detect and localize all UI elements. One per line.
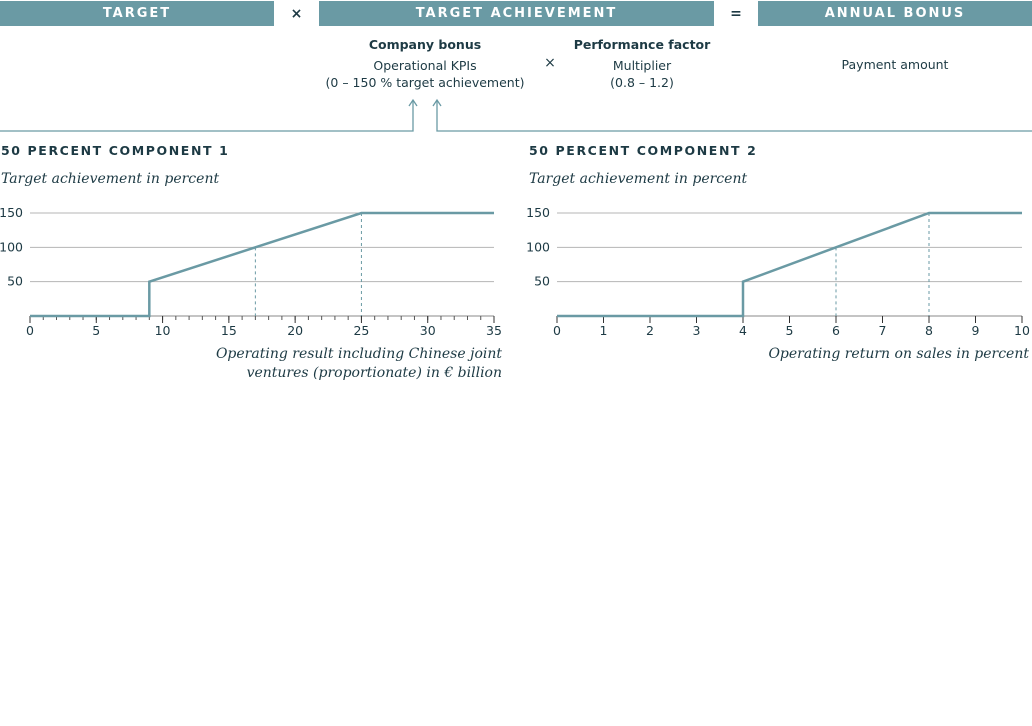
- chart1-heading: 50 PERCENT COMPONENT 1: [1, 143, 230, 158]
- chart2-x-tick-label-5: 5: [786, 323, 794, 338]
- chart2-x-tick-label-9: 9: [972, 323, 980, 338]
- chart2-y-tick-label-150: 150: [526, 205, 550, 220]
- chart1-y-tick-label-50: 50: [7, 274, 23, 289]
- chart1-x-axis-label: Operating result including Chinese joint…: [182, 345, 502, 383]
- chart1-x-axis-label-line2: ventures (proportionate) in € billion: [246, 365, 502, 381]
- target-achievement-header: TARGET ACHIEVEMENT: [319, 1, 714, 26]
- chart2-x-tick-label-3: 3: [693, 323, 701, 338]
- chart1-y-tick-label-150: 150: [0, 205, 23, 220]
- annual-bonus-header: ANNUAL BONUS: [758, 1, 1032, 26]
- chart2-x-tick-label-7: 7: [879, 323, 887, 338]
- times-operator: ×: [290, 5, 303, 22]
- chart1-series-line-0: [30, 211, 494, 318]
- chart2-heading: 50 PERCENT COMPONENT 2: [529, 143, 758, 158]
- chart2-x-axis-label: Operating return on sales in percent: [709, 345, 1029, 364]
- chart2-x-tick-label-4: 4: [739, 323, 747, 338]
- chart1-x-tick-label-10: 10: [155, 323, 171, 338]
- chart1-y-axis-label: Target achievement in percent: [1, 171, 220, 187]
- operational-kpis-range: (0 – 150 % target achievement): [325, 75, 525, 90]
- chart1-x-tick-label-5: 5: [92, 323, 100, 338]
- chart2-series-line-0: [557, 211, 1022, 318]
- chart1-x-tick-label-20: 20: [287, 323, 303, 338]
- chart1-x-tick-label-15: 15: [221, 323, 237, 338]
- equals-operator: =: [730, 5, 742, 22]
- chart1-x-tick-label-0: 0: [26, 323, 34, 338]
- chart2-y-axis-label: Target achievement in percent: [529, 171, 748, 187]
- multiplier-range: (0.8 – 1.2): [610, 75, 674, 90]
- performance-factor-title: Performance factor: [573, 37, 711, 52]
- chart2-x-tick-label-0: 0: [553, 323, 561, 338]
- target-header: TARGET: [0, 1, 274, 26]
- company-bonus-title: Company bonus: [368, 37, 482, 52]
- left-connector-arrowhead: [408, 98, 418, 107]
- chart2-x-tick-label-8: 8: [925, 323, 933, 338]
- operational-kpis-label: Operational KPIs: [373, 58, 477, 73]
- chart1-x-tick-label-25: 25: [353, 323, 369, 338]
- company-bonus-block: Company bonus Operational KPIs (0 – 150 …: [318, 36, 532, 91]
- chart2-y-tick-label-100: 100: [526, 239, 550, 254]
- chart2-x-tick-label-6: 6: [832, 323, 840, 338]
- chart1-x-axis-label-line1: Operating result including Chinese joint: [215, 346, 502, 362]
- chart1-x-tick-label-30: 30: [420, 323, 436, 338]
- connector-lines: [0, 98, 1032, 132]
- chart2-x-tick-label-1: 1: [600, 323, 608, 338]
- payment-amount-label: Payment amount: [841, 57, 949, 72]
- right-connector-line: [436, 100, 1032, 132]
- performance-factor-block: Performance factor Multiplier (0.8 – 1.2…: [572, 36, 712, 91]
- chart2-x-axis-label-line1: Operating return on sales in percent: [768, 346, 1029, 362]
- formula-times-operator: ×: [544, 55, 556, 71]
- chart1-y-tick-label-100: 100: [0, 239, 23, 254]
- chart2-y-tick-label-50: 50: [534, 274, 550, 289]
- left-connector-line: [0, 100, 414, 132]
- multiplier-label: Multiplier: [612, 58, 672, 73]
- chart1-x-tick-label-35: 35: [486, 323, 502, 338]
- chart2-x-tick-label-10: 10: [1014, 323, 1030, 338]
- right-connector-arrowhead: [432, 98, 442, 107]
- chart2-x-tick-label-2: 2: [646, 323, 654, 338]
